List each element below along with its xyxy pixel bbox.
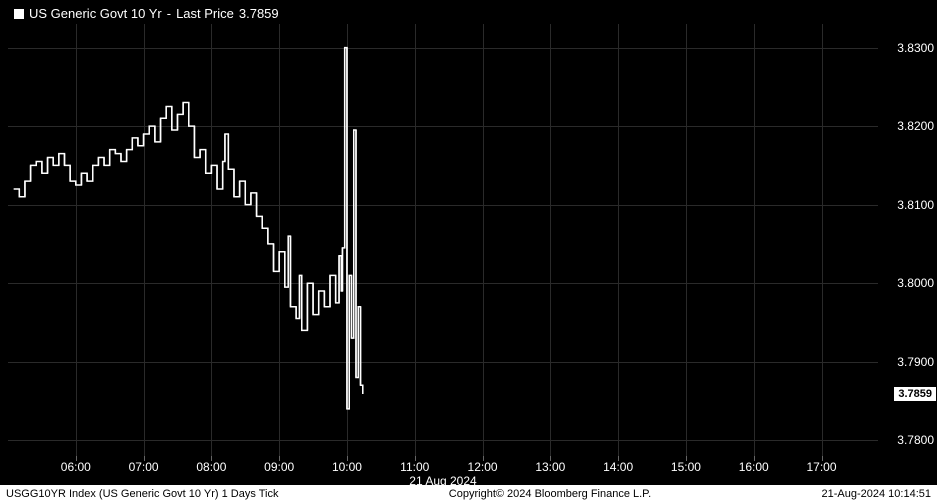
- legend: US Generic Govt 10 Yr - Last Price 3.785…: [14, 6, 279, 21]
- footer-left: USGG10YR Index (US Generic Govt 10 Yr) 1…: [6, 488, 278, 500]
- x-tick-label: 10:00: [332, 460, 362, 474]
- legend-series-name: US Generic Govt 10 Yr: [29, 6, 162, 21]
- x-tick-label: 08:00: [196, 460, 226, 474]
- legend-last-value: 3.7859: [239, 6, 279, 21]
- x-tick-label: 07:00: [129, 460, 159, 474]
- y-tick-label: 3.8300: [897, 41, 934, 55]
- x-tick-label: 17:00: [806, 460, 836, 474]
- x-tick-label: 16:00: [739, 460, 769, 474]
- legend-last-label: Last Price: [176, 6, 234, 21]
- price-series: [8, 24, 878, 456]
- x-tick-label: 12:00: [468, 460, 498, 474]
- footer-center: Copyright© 2024 Bloomberg Finance L.P.: [449, 488, 651, 500]
- y-tick-label: 3.7800: [897, 433, 934, 447]
- legend-marker: [14, 9, 24, 19]
- footer-bar: USGG10YR Index (US Generic Govt 10 Yr) 1…: [0, 485, 937, 503]
- x-tick-label: 09:00: [264, 460, 294, 474]
- legend-dash: -: [167, 6, 171, 21]
- chart-container: US Generic Govt 10 Yr - Last Price 3.785…: [0, 0, 937, 503]
- current-price-badge: 3.7859: [894, 387, 936, 401]
- y-tick-label: 3.8100: [897, 198, 934, 212]
- y-tick-label: 3.8000: [897, 276, 934, 290]
- x-tick-label: 06:00: [61, 460, 91, 474]
- y-tick-label: 3.8200: [897, 119, 934, 133]
- x-tick-label: 13:00: [535, 460, 565, 474]
- x-tick-label: 14:00: [603, 460, 633, 474]
- x-tick-label: 15:00: [671, 460, 701, 474]
- y-tick-label: 3.7900: [897, 355, 934, 369]
- footer-right: 21-Aug-2024 10:14:51: [822, 488, 931, 500]
- plot-area: 21 Aug 2024 3.78003.79003.80003.81003.82…: [8, 24, 878, 456]
- x-tick-label: 11:00: [400, 460, 429, 474]
